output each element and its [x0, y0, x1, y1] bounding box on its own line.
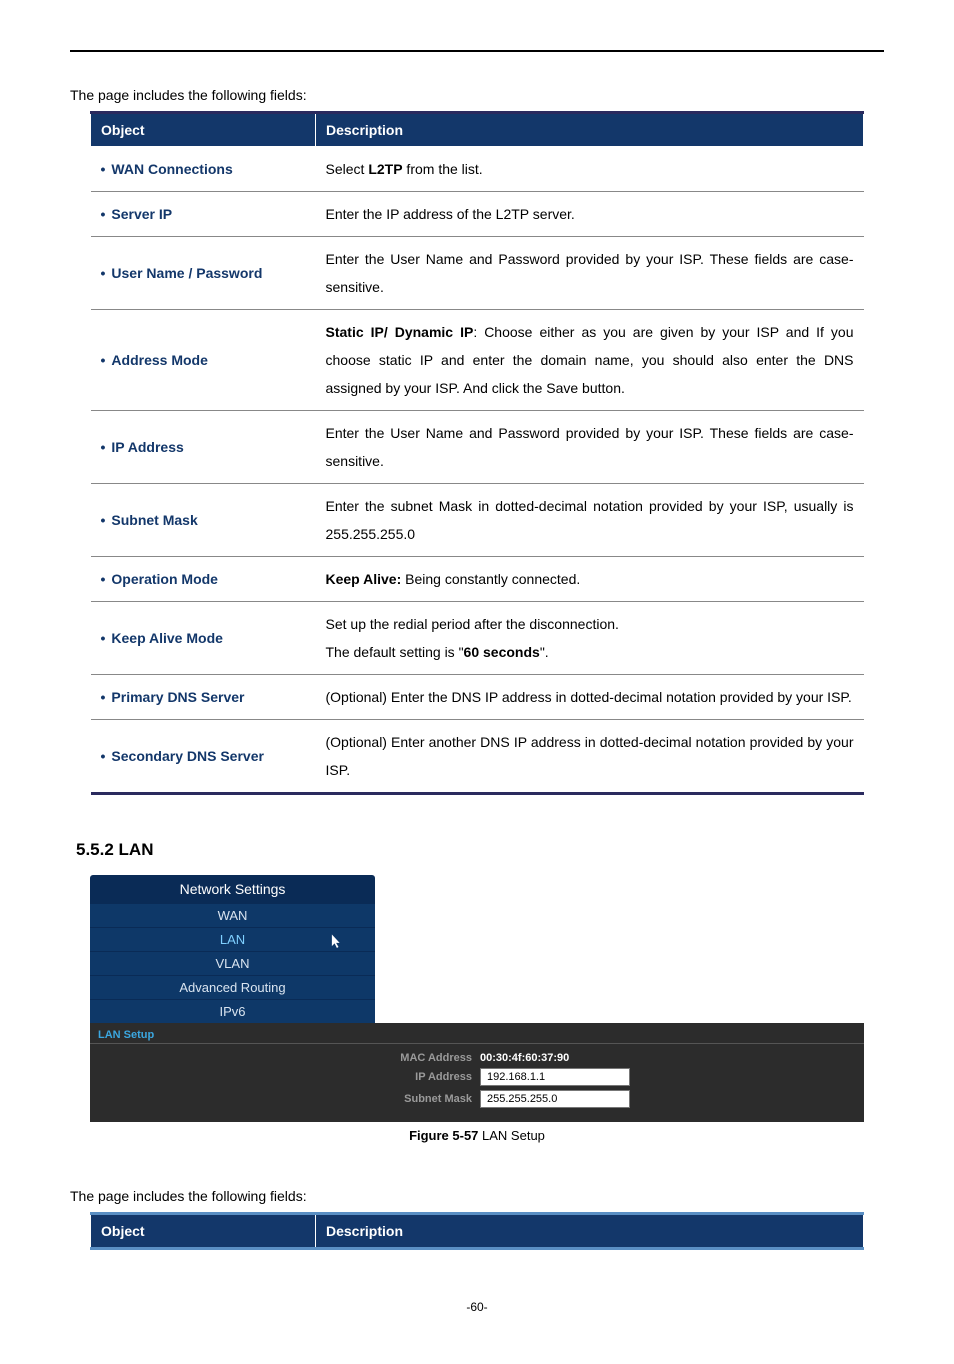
obj-label: Keep Alive Mode [111, 630, 223, 646]
top-rule [70, 50, 884, 52]
network-settings-nav: Network Settings WAN LAN VLAN Advanced R… [90, 875, 375, 1023]
desc-cell: Set up the redial period after the disco… [316, 602, 864, 675]
table-row: •Server IP Enter the IP address of the L… [91, 192, 864, 237]
lan-panel-title: LAN Setup [90, 1023, 864, 1044]
obj-label: Secondary DNS Server [111, 748, 264, 764]
th-object: Object [91, 113, 316, 147]
intro-text-2: The page includes the following fields: [70, 1188, 884, 1204]
lan-row-ip: IP Address 192.168.1.1 [90, 1068, 864, 1086]
lan-row-mask: Subnet Mask 255.255.255.0 [90, 1090, 864, 1108]
table-row: •Primary DNS Server (Optional) Enter the… [91, 675, 864, 720]
desc-cell: Static IP/ Dynamic IP: Choose either as … [316, 310, 864, 411]
table-row: •WAN Connections Select L2TP from the li… [91, 147, 864, 192]
th-object-2: Object [91, 1214, 316, 1249]
obj-label: User Name / Password [111, 265, 262, 281]
table-row: •Address Mode Static IP/ Dynamic IP: Cho… [91, 310, 864, 411]
obj-label: WAN Connections [111, 161, 232, 177]
desc-cell: Select L2TP from the list. [316, 147, 864, 192]
page-number: -60- [70, 1300, 884, 1314]
obj-label: Server IP [111, 206, 172, 222]
nav-item-lan[interactable]: LAN [90, 927, 375, 951]
fields-table-1: Object Description •WAN Connections Sele… [90, 111, 864, 795]
table-row: •Secondary DNS Server (Optional) Enter a… [91, 720, 864, 794]
obj-label: Primary DNS Server [111, 689, 244, 705]
subnet-mask-input[interactable]: 255.255.255.0 [480, 1090, 630, 1108]
desc-cell: Keep Alive: Being constantly connected. [316, 557, 864, 602]
fields-table-2: Object Description [90, 1212, 864, 1250]
nav-item-ipv6[interactable]: IPv6 [90, 999, 375, 1023]
lan-setup-panel: LAN Setup MAC Address 00:30:4f:60:37:90 … [90, 1023, 864, 1122]
nav-item-vlan[interactable]: VLAN [90, 951, 375, 975]
ip-address-label: IP Address [90, 1071, 480, 1083]
obj-label: Operation Mode [111, 571, 218, 587]
desc-cell: Enter the subnet Mask in dotted-decimal … [316, 484, 864, 557]
intro-text-1: The page includes the following fields: [70, 87, 884, 103]
th-description-2: Description [316, 1214, 864, 1249]
nav-item-advanced-routing[interactable]: Advanced Routing [90, 975, 375, 999]
lan-row-mac: MAC Address 00:30:4f:60:37:90 [90, 1052, 864, 1064]
mac-address-label: MAC Address [90, 1052, 480, 1064]
th-description: Description [316, 113, 864, 147]
nav-header: Network Settings [90, 875, 375, 903]
desc-cell: Enter the User Name and Password provide… [316, 411, 864, 484]
obj-label: Subnet Mask [111, 512, 197, 528]
desc-cell: Enter the User Name and Password provide… [316, 237, 864, 310]
obj-label: Address Mode [111, 352, 207, 368]
table-row: •User Name / Password Enter the User Nam… [91, 237, 864, 310]
ip-address-input[interactable]: 192.168.1.1 [480, 1068, 630, 1086]
section-heading-lan: 5.5.2 LAN [76, 840, 884, 860]
table-row: •Subnet Mask Enter the subnet Mask in do… [91, 484, 864, 557]
table-row: •Operation Mode Keep Alive: Being consta… [91, 557, 864, 602]
table-row: •Keep Alive Mode Set up the redial perio… [91, 602, 864, 675]
desc-cell: Enter the IP address of the L2TP server. [316, 192, 864, 237]
desc-cell: (Optional) Enter the DNS IP address in d… [316, 675, 864, 720]
subnet-mask-label: Subnet Mask [90, 1093, 480, 1105]
table-row: •IP Address Enter the User Name and Pass… [91, 411, 864, 484]
mac-address-value: 00:30:4f:60:37:90 [480, 1052, 569, 1064]
desc-cell: (Optional) Enter another DNS IP address … [316, 720, 864, 794]
figure-caption: Figure 5-57 LAN Setup [70, 1128, 884, 1143]
nav-item-wan[interactable]: WAN [90, 903, 375, 927]
cursor-icon [327, 932, 345, 953]
obj-label: IP Address [111, 439, 183, 455]
